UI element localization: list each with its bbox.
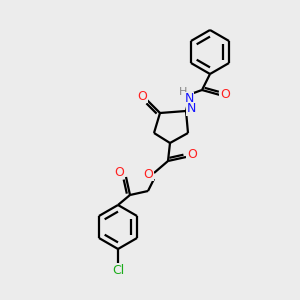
Text: H: H xyxy=(179,87,187,97)
Text: O: O xyxy=(114,166,124,178)
Text: Cl: Cl xyxy=(112,263,124,277)
Text: O: O xyxy=(137,89,147,103)
Text: O: O xyxy=(187,148,197,161)
Text: O: O xyxy=(143,167,153,181)
Text: O: O xyxy=(220,88,230,101)
Text: N: N xyxy=(184,92,194,106)
Text: N: N xyxy=(186,103,196,116)
